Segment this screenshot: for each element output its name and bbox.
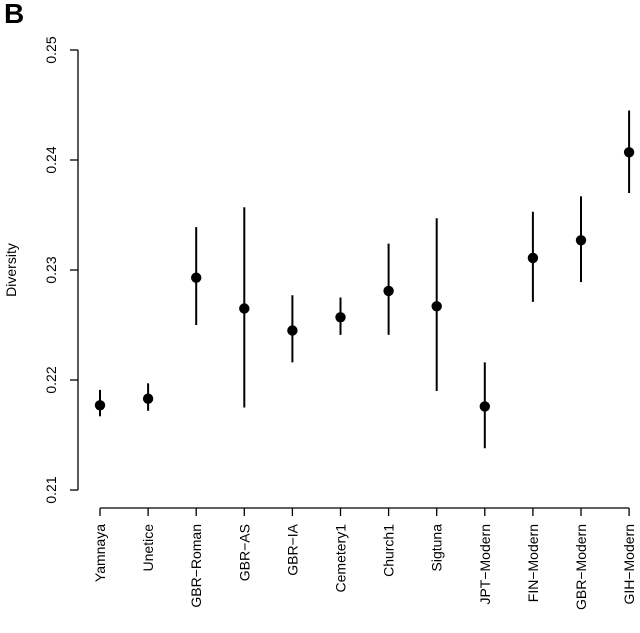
y-axis: 0.21 0.22 0.23 0.24 0.25 [43, 36, 79, 504]
data-point [94, 400, 106, 411]
panel-label: B [4, 0, 25, 29]
x-tick-label: Sigtuna [429, 524, 445, 572]
y-axis-label: Diversity [3, 243, 19, 297]
x-tick-label: GBR−IA [284, 523, 300, 575]
data-point [383, 285, 394, 297]
x-tick-label: GBR−Roman [188, 524, 204, 608]
data-point [239, 303, 250, 314]
x-tick-label: Unetice [140, 524, 156, 572]
y-tick-label: 0.21 [43, 476, 59, 503]
x-tick-label: JPT−Modern [477, 524, 493, 605]
data-point [479, 401, 490, 412]
x-tick-label: GIH−Modern [621, 524, 637, 605]
x-tick-label: Yamnaya [92, 524, 108, 582]
data-point [527, 252, 539, 264]
data-point [575, 235, 587, 246]
x-tick-label: GBR−AS [236, 524, 252, 581]
data-point [287, 325, 298, 336]
data-point [335, 312, 346, 323]
y-tick-label: 0.22 [43, 366, 59, 393]
x-tick-label: Church1 [381, 524, 397, 577]
data-point [431, 301, 442, 312]
x-tick-label: Cemetery1 [333, 524, 349, 593]
data-point [142, 393, 154, 404]
y-tick-label: 0.24 [43, 146, 59, 173]
data-marks [94, 110, 635, 449]
y-tick-label: 0.25 [43, 36, 59, 63]
x-axis: Yamnaya Unetice GBR−Roman GBR−AS GBR−IA Cemet… [92, 507, 637, 610]
data-point [191, 272, 202, 283]
data-point [623, 147, 635, 158]
x-tick-label: GBR−Modern [573, 524, 589, 610]
y-tick-label: 0.23 [43, 256, 59, 283]
x-tick-label: FIN−Modern [525, 524, 541, 602]
